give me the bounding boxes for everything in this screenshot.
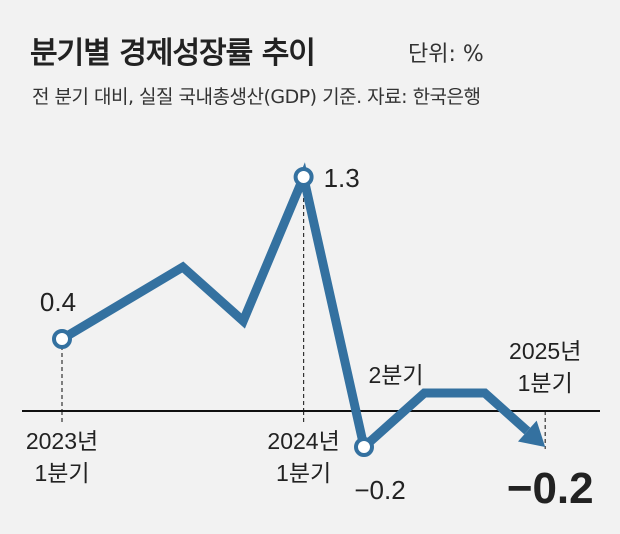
tick-label: 1분기 [518, 370, 573, 396]
tick-label: 2025년 [509, 338, 581, 364]
tick-label: 2023년 [26, 428, 98, 454]
tick-label: 1분기 [276, 460, 331, 486]
data-point-marker [293, 167, 314, 187]
series-line [59, 162, 531, 456]
arrow-head [517, 420, 546, 447]
data-label: −0.2 [507, 464, 594, 513]
tick-label: 2024년 [267, 428, 339, 454]
chart-subtitle: 전 분기 대비, 실질 국내총생산(GDP) 기준. 자료: 한국은행 [32, 86, 481, 108]
data-label: 1.3 [324, 163, 360, 193]
unit-label: 단위: % [408, 42, 484, 67]
chart-title: 분기별 경제성장률 추이 [30, 36, 316, 71]
data-point-marker [52, 329, 72, 349]
data-label: 0.4 [40, 287, 76, 317]
data-label: −0.2 [354, 475, 405, 505]
tick-label: 2분기 [368, 362, 423, 388]
data-point-marker [354, 437, 374, 457]
tick-label: 1분기 [34, 460, 89, 486]
